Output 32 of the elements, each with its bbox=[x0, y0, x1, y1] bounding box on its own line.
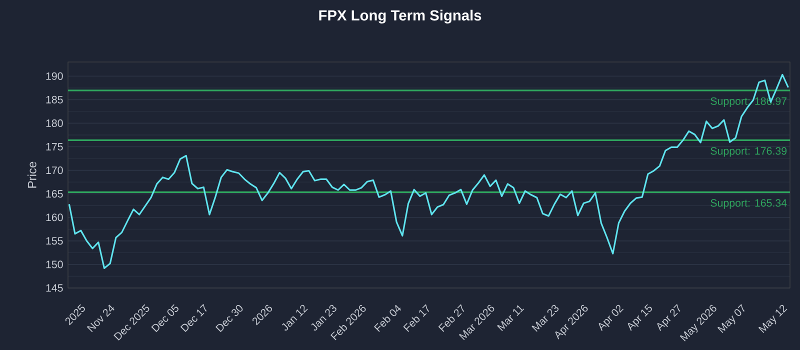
y-tick-label: 150 bbox=[46, 260, 63, 268]
x-tick-label: Dec 17 bbox=[180, 304, 207, 332]
y-tick-label: 155 bbox=[46, 237, 63, 245]
y-tick-label: 170 bbox=[46, 166, 63, 174]
x-tick-label: Dec 05 bbox=[151, 304, 178, 332]
y-tick-label: 180 bbox=[46, 119, 63, 127]
x-tick-label: May 07 bbox=[717, 304, 745, 333]
x-tick-label: Nov 24 bbox=[86, 304, 114, 332]
y-tick-label: 165 bbox=[46, 190, 63, 198]
x-tick-label: Mar 23 bbox=[532, 304, 559, 332]
x-tick-label: Dec 30 bbox=[216, 304, 243, 332]
line-series bbox=[68, 74, 790, 270]
x-tick-label: Feb 17 bbox=[403, 304, 430, 332]
x-tick-label: Mar 11 bbox=[497, 305, 524, 332]
ref-line-label: Support: 165.34 bbox=[710, 199, 787, 209]
x-tick-label: Apr 15 bbox=[628, 304, 652, 331]
chart-title: FPX Long Term Signals bbox=[319, 10, 482, 24]
y-tick-label: 185 bbox=[46, 96, 63, 104]
x-tick-label: Feb 04 bbox=[374, 304, 402, 332]
y-axis-title: Price bbox=[28, 162, 36, 188]
y-tick-label: 190 bbox=[46, 72, 63, 80]
x-tick-label: Apr 27 bbox=[657, 304, 680, 332]
y-tick-label: 175 bbox=[46, 143, 63, 150]
y-tick-label: 160 bbox=[46, 214, 63, 222]
ref-line-label: Support: 176.39 bbox=[710, 147, 787, 157]
x-tick-label: Jan 23 bbox=[311, 304, 336, 331]
x-tick-label: May 12 bbox=[758, 304, 788, 333]
y-tick-label: 145 bbox=[46, 284, 63, 292]
x-tick-label: Apr 02 bbox=[598, 304, 624, 332]
x-tick-label: Jan 12 bbox=[282, 304, 308, 331]
x-tick-label: Feb 27 bbox=[438, 304, 464, 332]
ref-line-label: Support: 186.97 bbox=[710, 97, 787, 107]
